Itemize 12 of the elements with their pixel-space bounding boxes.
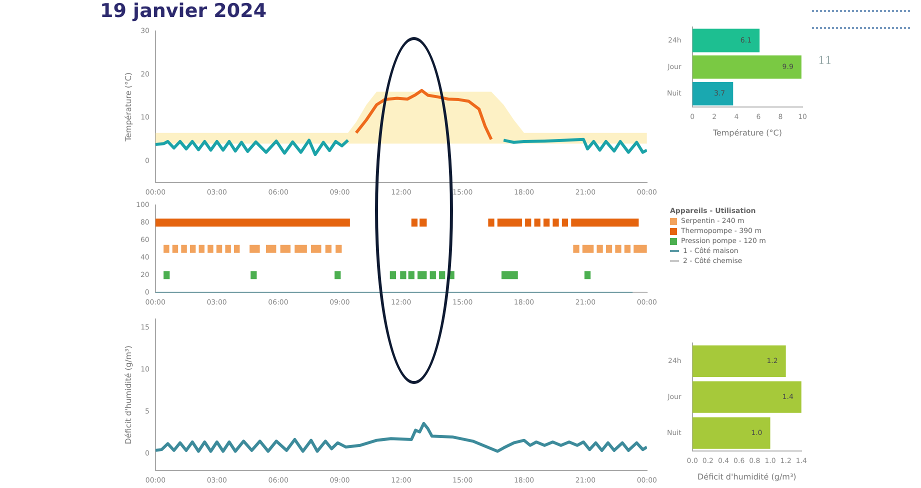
y-axis-title: Température (°C): [124, 72, 133, 142]
chart-title: 19 janvier 2024: [100, 0, 267, 22]
x-axis-title: Température (°C): [712, 128, 782, 138]
bar: [692, 55, 802, 79]
bar: [692, 345, 786, 377]
bar: [692, 417, 770, 449]
bar: [692, 82, 734, 106]
bar: [692, 28, 760, 52]
text: 11: [818, 54, 832, 67]
x-axis-title: Déficit d'humidité (g/m³): [698, 472, 796, 482]
y-axis-title: Déficit d'humidité (g/m³): [124, 346, 133, 444]
bar: [692, 381, 802, 413]
